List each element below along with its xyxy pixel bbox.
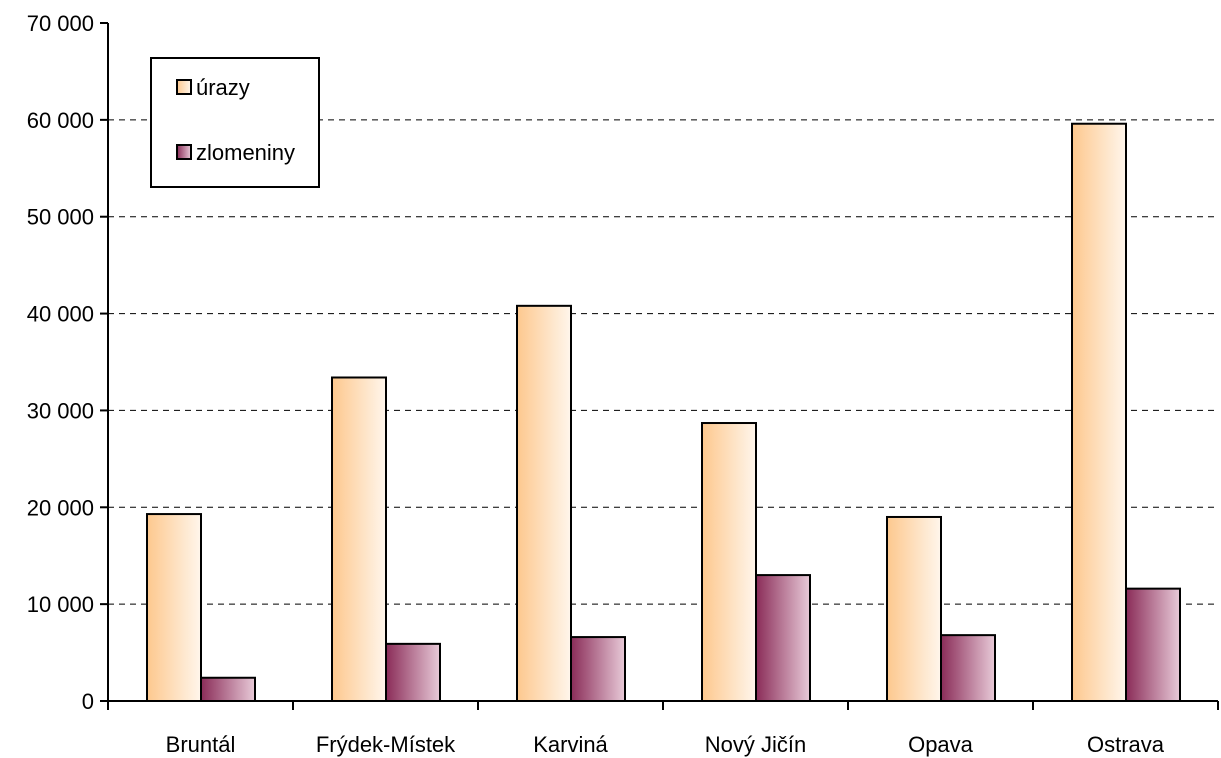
grid-lines — [108, 119, 1218, 605]
y-tick-label: 30 000 — [27, 398, 94, 423]
bar-zlomeniny — [1125, 587, 1181, 702]
y-tick-label: 50 000 — [27, 205, 94, 230]
x-tick-labels: Bruntál Frýdek-Místek Karviná Nový Jičín Opa… — [166, 732, 1165, 757]
axes — [100, 22, 1219, 710]
bar-zlomeniny — [200, 676, 256, 702]
y-tick-label: 70 000 — [27, 11, 94, 36]
legend-swatch — [176, 144, 192, 160]
y-tick-labels: 0 10 000 20 000 30 000 40 000 50 000 60 000 70 … — [27, 11, 94, 714]
bar-urazy — [701, 422, 757, 702]
y-tick-label: 10 000 — [27, 592, 94, 617]
legend: úrazy zlomeniny — [150, 57, 320, 188]
category-label: Opava — [908, 732, 974, 757]
category-label: Nový Jičín — [705, 732, 806, 757]
legend-swatch — [176, 79, 192, 95]
bar-urazy — [516, 304, 572, 702]
legend-label: zlomeniny — [196, 140, 295, 165]
y-tick-label: 40 000 — [27, 302, 94, 327]
bar-zlomeniny — [570, 636, 626, 702]
y-tick-label: 0 — [82, 689, 94, 714]
bar-zlomeniny — [940, 634, 996, 702]
bar-urazy — [331, 376, 387, 702]
bar-urazy — [886, 515, 942, 702]
bar-urazy — [146, 513, 202, 703]
category-label: Ostrava — [1087, 732, 1165, 757]
y-tick-label: 20 000 — [27, 495, 94, 520]
category-label: Bruntál — [166, 732, 236, 757]
bar-zlomeniny — [385, 642, 441, 703]
category-label: Karviná — [533, 732, 608, 757]
y-tick-label: 60 000 — [27, 108, 94, 133]
legend-label: úrazy — [196, 75, 250, 100]
bar-urazy — [1071, 122, 1127, 702]
bars — [146, 122, 1181, 703]
category-label: Frýdek-Místek — [316, 732, 456, 757]
bar-zlomeniny — [755, 574, 811, 702]
